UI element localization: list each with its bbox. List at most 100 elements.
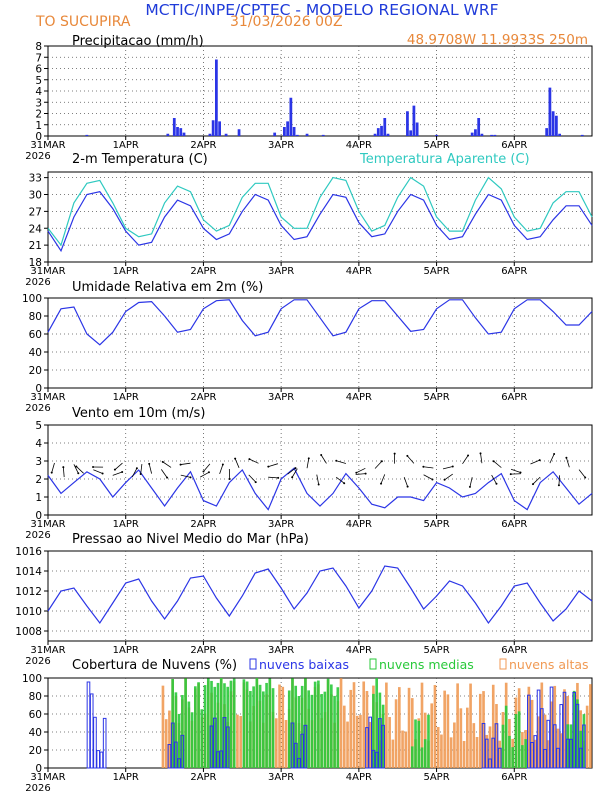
cloud-bar: [381, 704, 385, 768]
wind-arrow: [161, 469, 168, 478]
precip-bar: [435, 134, 438, 136]
wind-arrow-head: [557, 484, 560, 487]
cloud-bar: [278, 684, 281, 768]
wind-arrow-head: [406, 454, 409, 457]
x-tick-label: 4APR: [346, 266, 372, 277]
cloud-bar: [206, 678, 210, 768]
cloud-bar: [258, 684, 262, 768]
cloud-bar: [491, 684, 495, 768]
cloud-bar: [391, 739, 395, 768]
wind-arrow-head: [228, 478, 231, 481]
panel-title: Umidade Relativa em 2m (%): [72, 280, 263, 295]
cloud-bar: [197, 682, 200, 768]
x-tick-label: 3APR: [268, 392, 294, 403]
legend-swatch: [249, 658, 257, 670]
wind-arrow-head: [50, 471, 53, 474]
wind-arrow: [336, 460, 347, 464]
y-tick-label: 100: [22, 673, 42, 685]
precip-bar: [85, 134, 89, 136]
wind-arrow: [480, 453, 483, 464]
panel-title: Cobertura de Nuvens (%): [72, 658, 237, 673]
x-tick-label: 5APR: [423, 392, 449, 403]
cloud-bar: [317, 680, 320, 768]
cloud-bar: [89, 693, 94, 769]
y-tick-label: 5: [35, 75, 42, 87]
y-tick-label: 1014: [15, 566, 42, 578]
cloud-bar: [453, 722, 456, 768]
wind-arrow-head: [101, 472, 104, 475]
cloud-bar: [549, 686, 554, 769]
series-line-1: [47, 191, 593, 253]
x-tick-label: 1APR: [113, 140, 139, 151]
x-tick-label: 3APR: [268, 140, 294, 151]
wind-arrow: [51, 462, 55, 473]
cloud-bar: [420, 682, 424, 768]
cloud-bar: [482, 691, 485, 768]
cloud-bar: [232, 678, 236, 768]
precip-bar: [477, 118, 481, 136]
y-tick-label: 1008: [15, 626, 42, 638]
series-line-1: [47, 565, 593, 625]
wind-arrow-head: [254, 481, 257, 484]
panel-title: 2-m Temperatura (C): [72, 152, 208, 167]
wind-arrow: [268, 463, 279, 467]
y-tick-label: 21: [29, 240, 42, 252]
cloud-bar: [271, 688, 275, 768]
wind-arrow: [442, 466, 453, 470]
wind-arrow-head: [294, 467, 297, 470]
wind-arrow-head: [443, 478, 446, 481]
cloud-bar: [290, 722, 295, 769]
x-year-label: 2026: [25, 530, 50, 541]
panel-5: 31MAR 1APR 2APR 3APR 4APR 5APR 6APR 2026 1008 101…: [15, 532, 593, 667]
cloud-bar: [469, 683, 472, 768]
series-line-1: [47, 467, 593, 511]
cloud-bar: [420, 747, 424, 768]
cloud-bar: [401, 730, 404, 768]
cloud-bar: [517, 711, 521, 768]
wind-arrow: [510, 468, 521, 473]
cloud-bar: [514, 714, 518, 768]
y-tick-label: 20: [29, 365, 42, 377]
y-tick-label: 0: [35, 763, 42, 775]
precip-bar: [321, 134, 325, 136]
precip-bar: [208, 133, 212, 136]
cloud-bar: [466, 707, 469, 768]
y-tick-label: 1010: [15, 606, 42, 618]
cloud-bar: [459, 708, 463, 768]
wind-arrow: [532, 476, 541, 485]
y-tick-label: 3: [35, 97, 42, 109]
panel-title: Vento em 10m (m/s): [72, 406, 205, 421]
wind-arrow: [444, 473, 453, 481]
cloud-bar: [524, 739, 527, 768]
precip-bar: [295, 134, 299, 136]
wind-arrow-head: [431, 478, 434, 481]
cloud-bar: [284, 719, 288, 768]
wind-arrow-head: [335, 459, 338, 462]
cloud-bar: [96, 750, 101, 769]
x-tick-label: 6APR: [501, 266, 527, 277]
cloud-bar: [527, 694, 531, 769]
x-tick-label: 31MAR: [30, 392, 65, 403]
cloud-bar: [203, 685, 207, 768]
cloud-bar: [164, 719, 168, 768]
legend-label: nuvens medias: [379, 657, 474, 672]
cloud-bar: [491, 737, 496, 769]
cloud-bar: [559, 733, 563, 768]
wind-arrow: [549, 453, 555, 464]
x-tick-label: 3APR: [268, 519, 294, 530]
cloud-bar: [184, 678, 187, 768]
x-tick-label: 31MAR: [30, 140, 65, 151]
cloud-bar: [559, 704, 564, 769]
cloud-bar: [161, 685, 165, 768]
cloud-bar: [569, 738, 573, 769]
wind-arrow-head: [509, 473, 512, 476]
wind-arrow: [306, 458, 310, 469]
y-tick-label: 33: [29, 173, 42, 185]
y-tick-label: 4: [35, 86, 42, 98]
x-tick-label: 4APR: [346, 645, 372, 656]
cloud-bar: [297, 695, 301, 768]
cloud-bar: [365, 691, 369, 768]
wind-arrow: [403, 477, 408, 487]
cloud-bar: [216, 751, 220, 769]
cloud-bar: [572, 691, 577, 769]
